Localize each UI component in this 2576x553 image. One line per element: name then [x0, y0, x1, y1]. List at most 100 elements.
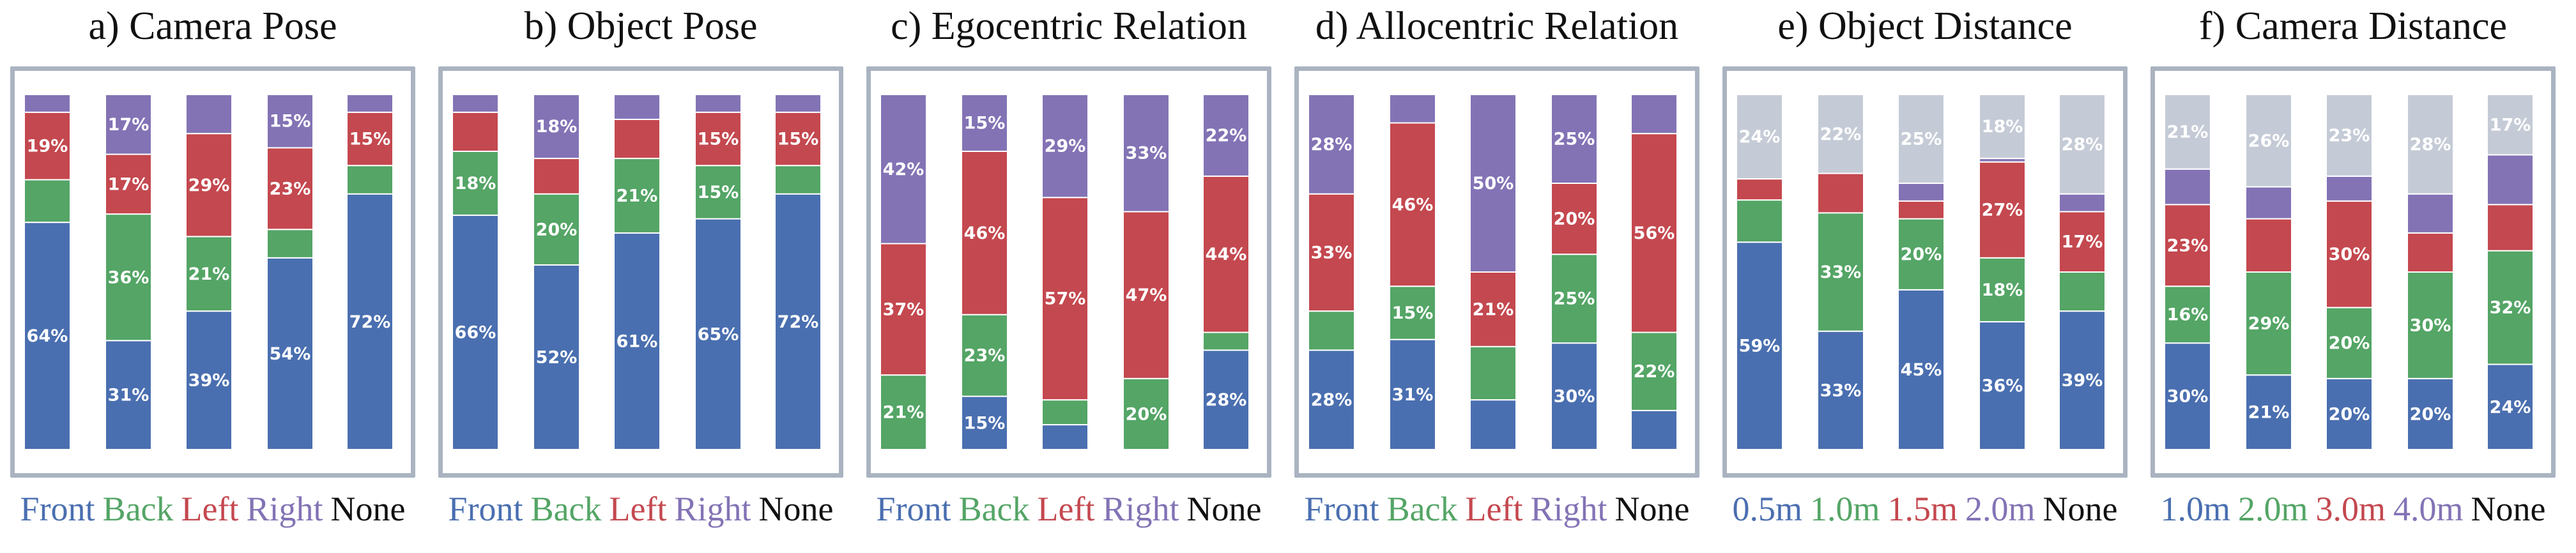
panel-allocentric-relation: d) Allocentric Relation 28% 33% 28% 31% 15% 4… [1289, 0, 1705, 553]
data-label: 23% [2329, 126, 2370, 146]
data-label: 24% [2490, 397, 2531, 417]
panel-frame [10, 66, 415, 478]
category-label: 2.0m [1965, 490, 2035, 528]
bar-segment [2407, 232, 2454, 273]
bar-segment [533, 264, 580, 450]
data-label: 25% [1554, 130, 1595, 149]
bar-segment [880, 94, 927, 245]
data-label: 18% [1982, 280, 2023, 300]
bar-segment [1736, 94, 1783, 180]
panel-frame [1294, 66, 1699, 478]
bar-segment [2164, 168, 2211, 206]
bar-segment [694, 94, 742, 113]
data-label: 28% [1311, 390, 1353, 410]
data-label: 36% [108, 268, 150, 287]
bar-segment [1469, 345, 1517, 401]
data-label: 65% [698, 324, 739, 344]
data-label: 15% [1392, 303, 1434, 323]
bar-segment [1123, 94, 1170, 213]
bar-segment [1817, 212, 1864, 332]
bar-segment [1041, 399, 1089, 426]
stacked-bar-plot: 64% 19% 31% 36% 17% 17% 39% 21% 29% 54% 23% 15% 72% 1… [24, 94, 394, 450]
bar-segment [961, 150, 1008, 315]
category-label: None [1186, 490, 1262, 528]
data-label: 15% [778, 130, 819, 149]
data-label: 23% [2167, 236, 2209, 255]
bar-segment [1897, 94, 1945, 184]
bar-segment [185, 94, 233, 135]
bar-segment [185, 133, 233, 238]
data-label: 20% [536, 220, 578, 239]
category-label: Front [448, 490, 523, 528]
bar-segment [1817, 94, 1864, 174]
data-label: 18% [1982, 117, 2023, 137]
category-label: 0.5m [1732, 490, 1802, 528]
data-label: 25% [1901, 130, 1942, 149]
bar-segment [2326, 94, 2373, 177]
data-label: 23% [964, 346, 1006, 366]
category-label: None [1614, 490, 1690, 528]
category-label: Back [1386, 490, 1458, 528]
bar-segment [2487, 250, 2534, 365]
data-label: 46% [964, 223, 1006, 243]
data-label: 21% [1473, 299, 1514, 319]
panel-title: f) Camera Distance [2199, 4, 2507, 48]
data-label: 39% [188, 371, 230, 391]
panel-camera-distance: f) Camera Distance 30% 16% 23% 21% 21% 29% 26%… [2145, 0, 2561, 553]
category-legend: Front Back Left Right None [1289, 489, 1705, 529]
bar-segment [774, 193, 822, 450]
category-label: 3.0m [2315, 490, 2386, 528]
category-label: None [758, 490, 834, 528]
panel-frame [1722, 66, 2128, 478]
bar-segment [1202, 349, 1250, 450]
data-label: 50% [1473, 174, 1514, 193]
bar-segment [266, 147, 314, 231]
data-label: 26% [2248, 131, 2290, 151]
data-label: 20% [2410, 404, 2451, 424]
data-label: 23% [270, 179, 311, 199]
bar-segment [452, 94, 499, 113]
data-label: 37% [883, 299, 924, 319]
bar-segment [2245, 94, 2292, 188]
bar-segment [2164, 342, 2211, 451]
bar-segment [2058, 310, 2106, 450]
bar-segment [2407, 193, 2454, 234]
data-label: 72% [778, 312, 819, 332]
data-label: 15% [349, 130, 391, 149]
bar-segment [1551, 183, 1598, 255]
category-label: Left [1037, 490, 1095, 528]
category-label: Back [102, 490, 174, 528]
bar-segment [1389, 122, 1436, 287]
bar-segment [880, 374, 927, 450]
data-label: 30% [2410, 315, 2451, 335]
bar-segment [1630, 409, 1678, 451]
data-label: 56% [1634, 223, 1675, 243]
data-label: 30% [2167, 387, 2209, 407]
panel-object-distance: e) Object Distance 59% 24% 33% 33% 22% 45% 20%… [1717, 0, 2133, 553]
bar-segment [2487, 94, 2534, 156]
data-label: 21% [2248, 403, 2290, 423]
bar-segment [1979, 257, 2026, 322]
category-label: 1.5m [1887, 490, 1958, 528]
data-label: 17% [108, 174, 150, 194]
bar-segment [1202, 331, 1250, 351]
data-label: 17% [2490, 115, 2531, 135]
data-label: 15% [270, 112, 311, 132]
bar-segment [24, 94, 71, 113]
bar-segment [1041, 197, 1089, 401]
bar-segment [452, 111, 499, 152]
bar-segment [452, 215, 499, 450]
data-label: 36% [1982, 376, 2023, 396]
bar-segment [1551, 342, 1598, 451]
data-label: 28% [1311, 135, 1353, 155]
bar-segment [1630, 133, 1678, 333]
panel-egocentric-relation: c) Egocentric Relation 21% 37% 42% 15% 23% 46… [861, 0, 1276, 553]
bar-segment [2487, 154, 2534, 206]
bar-segment [1389, 94, 1436, 124]
data-label: 15% [964, 413, 1006, 433]
bar-segment [1897, 218, 1945, 291]
bar-segment [346, 111, 394, 167]
category-label: Front [1304, 490, 1379, 528]
bar-segment [105, 153, 152, 215]
bar-segment [774, 94, 822, 113]
